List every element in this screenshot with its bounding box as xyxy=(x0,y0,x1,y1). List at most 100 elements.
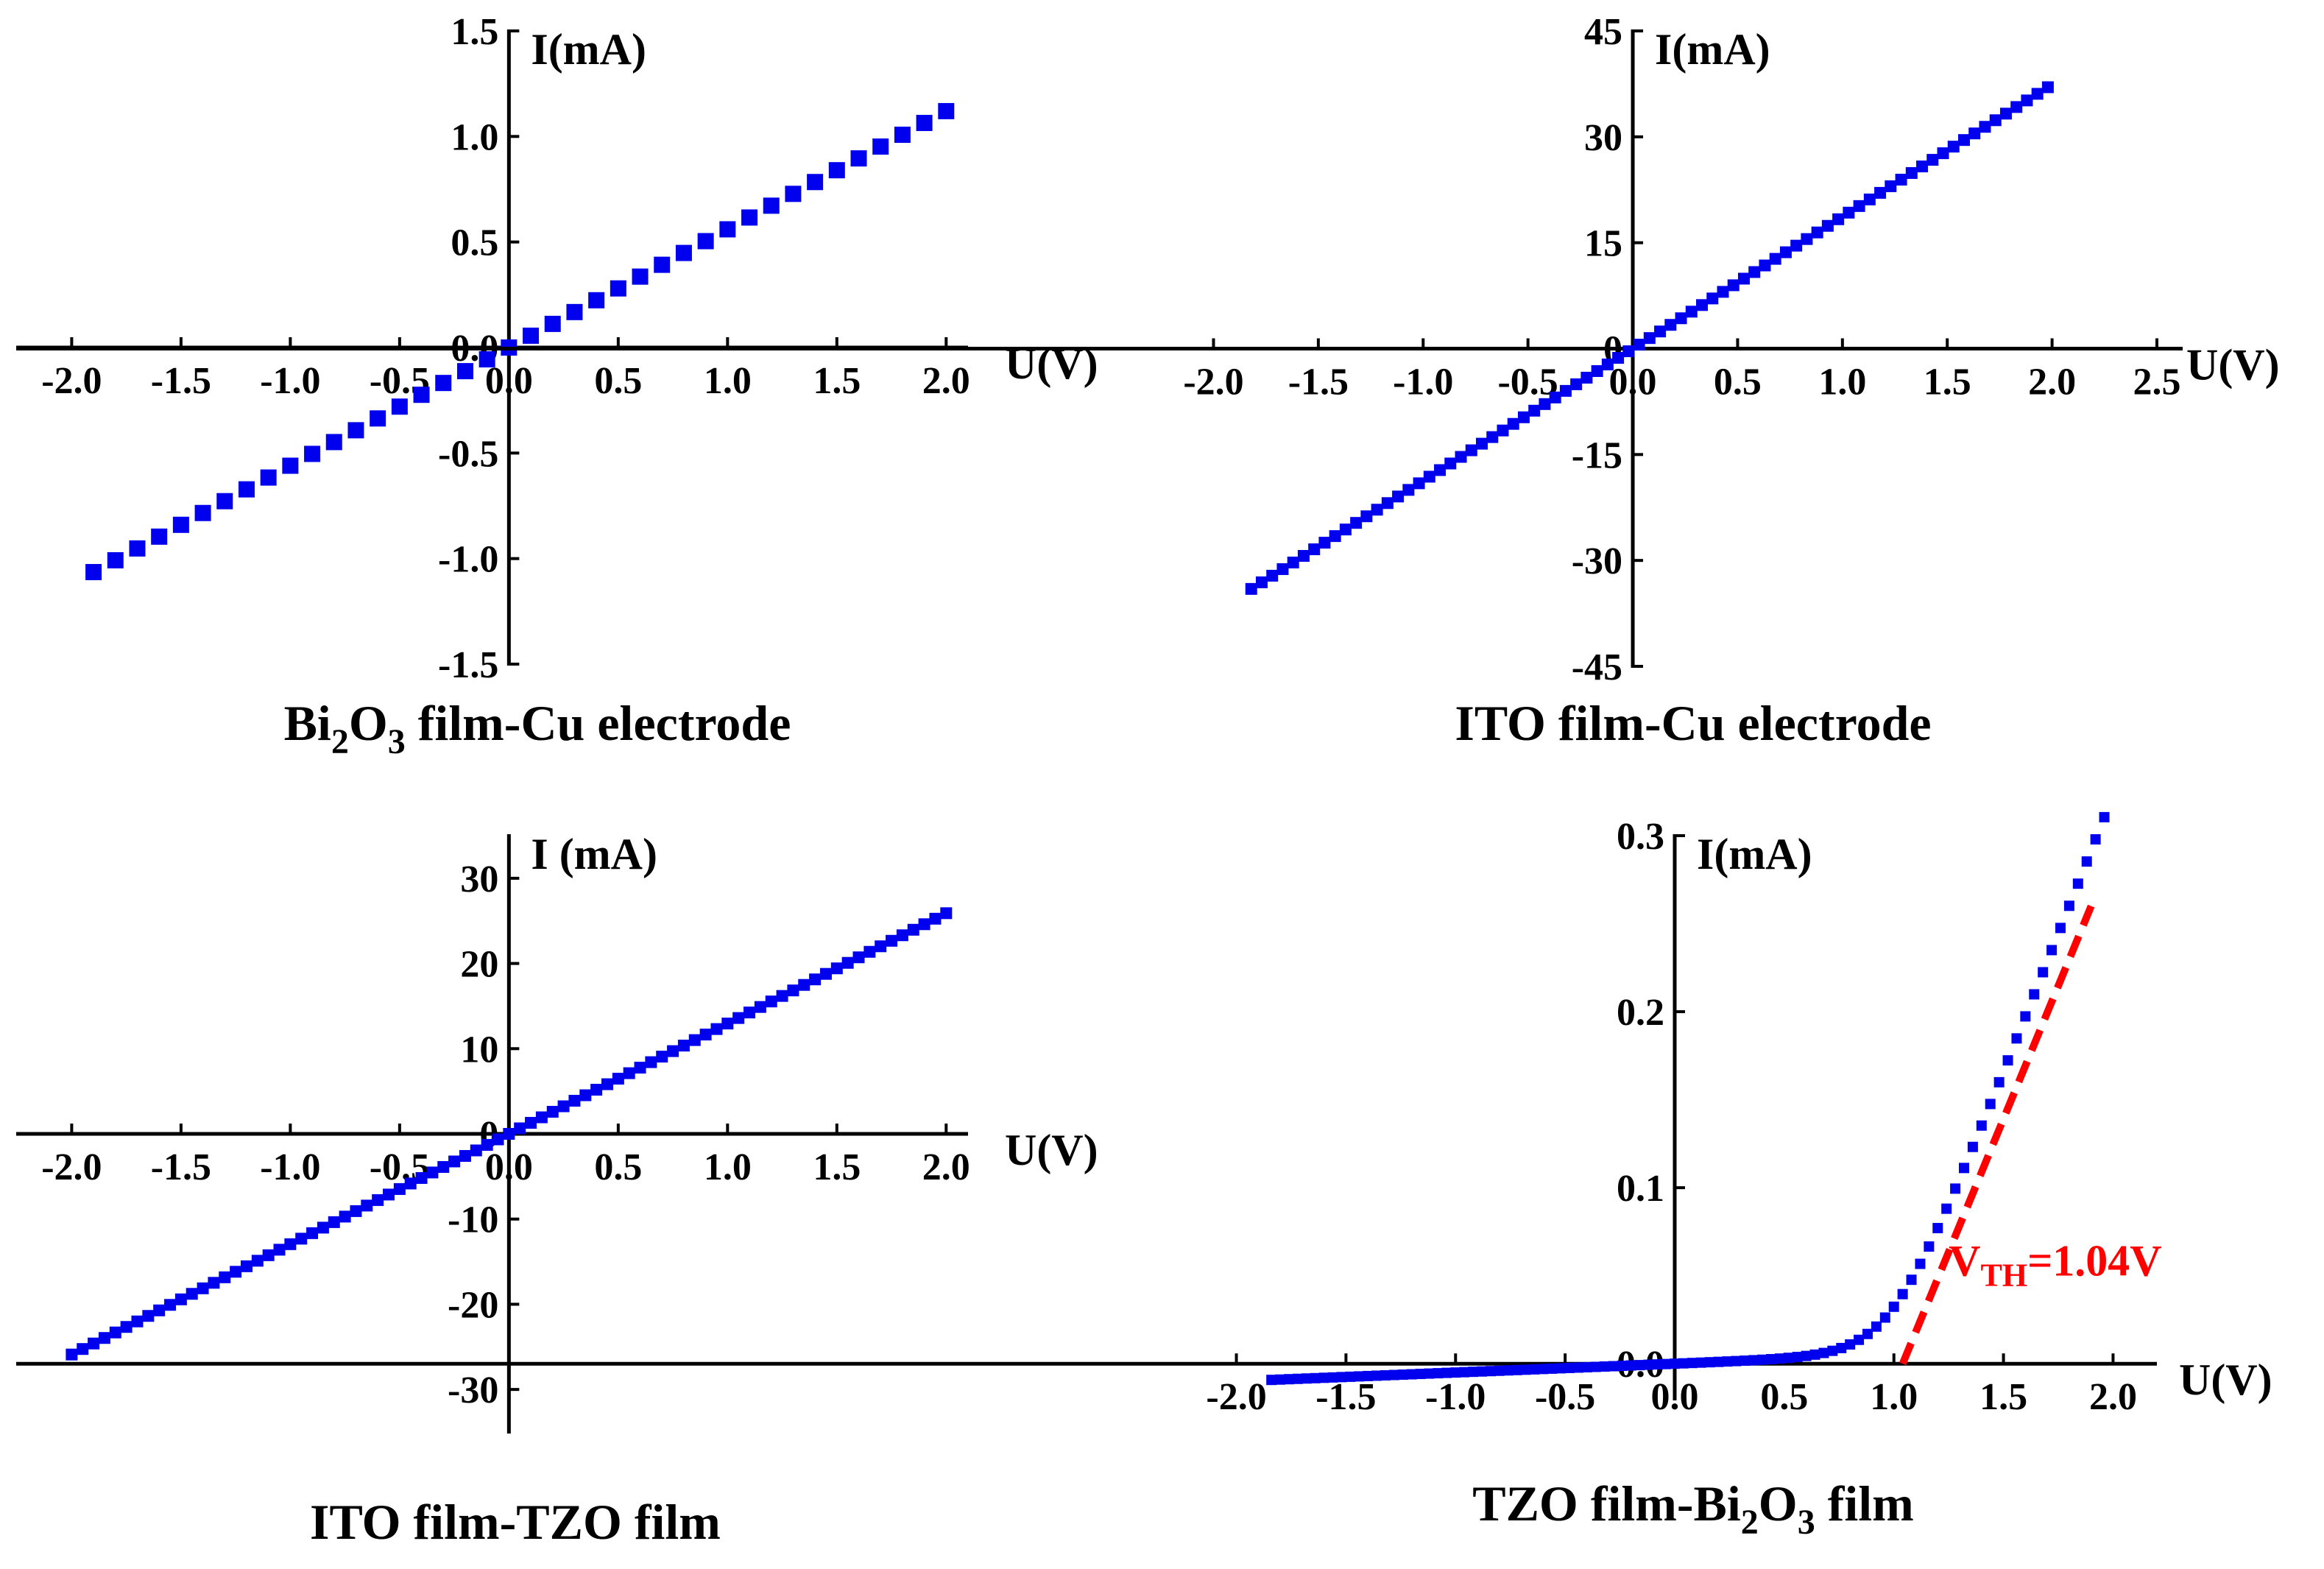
data-point xyxy=(164,1299,177,1311)
data-point xyxy=(1423,470,1435,483)
data-point xyxy=(413,387,430,403)
data-point xyxy=(1580,371,1593,384)
data-point xyxy=(1801,233,1813,245)
data-point xyxy=(1494,1365,1505,1376)
data-point xyxy=(2021,94,2033,107)
data-point xyxy=(732,1012,745,1024)
data-point xyxy=(219,1271,231,1283)
data-point xyxy=(1779,246,1792,258)
data-point xyxy=(1862,1328,1873,1339)
y-tick-label: 1.5 xyxy=(451,11,498,53)
data-point xyxy=(1759,259,1771,272)
data-point xyxy=(1947,141,1960,153)
data-point xyxy=(2038,967,2049,978)
data-point xyxy=(284,1238,297,1250)
data-point xyxy=(2072,878,2083,889)
panel-caption: ITO film-Cu electrode xyxy=(1455,695,1931,751)
data-point xyxy=(1549,391,1561,403)
data-point xyxy=(1539,398,1551,410)
data-point xyxy=(1486,431,1499,443)
data-point xyxy=(590,1084,603,1096)
data-point xyxy=(886,934,898,947)
data-point xyxy=(721,1018,734,1030)
y-axis-label: I(mA) xyxy=(1697,830,1812,878)
data-point xyxy=(415,1171,428,1184)
y-tick-label: 30 xyxy=(460,858,498,900)
threshold-annotation: VTH=1.04V xyxy=(1949,1237,2161,1294)
data-point xyxy=(1783,1353,1794,1364)
data-point xyxy=(1633,339,1645,351)
data-point xyxy=(1670,1358,1680,1369)
data-point xyxy=(896,929,908,942)
x-tick-label: -1.0 xyxy=(260,1146,320,1188)
data-point xyxy=(1354,1371,1365,1382)
data-point xyxy=(1704,1357,1715,1368)
data-point xyxy=(830,962,843,975)
chart-panel-ito-tzo: -2.0 -1.5 -1.0 -0.5 0.0 0.5 1.0 1.5 2.0-30-20-10… xyxy=(16,830,1098,1550)
data-point xyxy=(807,174,824,191)
data-point xyxy=(1406,1369,1417,1380)
data-point xyxy=(186,1288,198,1300)
data-point xyxy=(1310,1372,1321,1383)
data-point xyxy=(1441,1367,1452,1378)
data-point xyxy=(744,1006,756,1019)
data-point xyxy=(1622,345,1635,358)
data-point xyxy=(787,984,799,997)
data-point xyxy=(1381,497,1394,510)
data-point xyxy=(435,375,452,392)
data-point xyxy=(142,1310,155,1322)
data-point xyxy=(1993,1076,2005,1087)
x-tick-label: -1.5 xyxy=(1288,362,1349,403)
data-point xyxy=(2031,88,2044,100)
data-point xyxy=(1863,193,1876,205)
data-point xyxy=(208,1277,220,1289)
data-point xyxy=(1455,451,1467,463)
data-point xyxy=(875,940,887,953)
data-point xyxy=(317,1221,329,1234)
data-point xyxy=(1444,457,1457,470)
data-point xyxy=(1424,1368,1435,1379)
data-point xyxy=(610,280,626,297)
data-point xyxy=(1301,1373,1312,1384)
data-point xyxy=(557,1100,570,1113)
data-point xyxy=(1654,325,1667,338)
data-point xyxy=(1371,504,1383,516)
data-point xyxy=(1843,206,1855,219)
data-point xyxy=(1937,147,1949,160)
data-point xyxy=(1434,464,1447,476)
y-axis-label: I(mA) xyxy=(1655,25,1770,74)
data-point xyxy=(1916,161,1929,173)
data-point xyxy=(710,1023,723,1035)
data-point xyxy=(1388,1369,1399,1381)
data-point xyxy=(1497,424,1509,437)
data-point xyxy=(1308,543,1321,556)
data-point xyxy=(719,221,736,238)
data-point xyxy=(1392,490,1405,503)
data-point xyxy=(347,422,364,439)
data-point xyxy=(1336,1372,1347,1383)
data-point xyxy=(459,1149,471,1162)
data-point xyxy=(1555,1363,1567,1374)
data-point xyxy=(1485,1366,1496,1377)
data-point xyxy=(372,1194,384,1206)
chart-panel-tzo-bi2o3: -2.0 -1.5 -1.0 -0.5 0.0 0.5 1.0 1.5 2.0 0.0 0.1 0.2… xyxy=(16,811,2272,1542)
x-tick-label: -1.0 xyxy=(260,360,320,402)
x-tick-label: -1.5 xyxy=(151,360,211,402)
data-point xyxy=(1713,1356,1724,1367)
y-tick-label: -1.5 xyxy=(438,644,498,686)
x-tick-label: -1.5 xyxy=(1315,1376,1376,1418)
data-point xyxy=(675,244,692,261)
data-point xyxy=(1766,1354,1776,1365)
data-point xyxy=(2081,856,2092,867)
chart-panel-ito-cu: -2.0 -1.5 -1.0 -0.5 0.0 0.5 1.0 1.5 2.0 2.5 -45 -30… xyxy=(16,11,2280,751)
data-point xyxy=(1932,1222,1943,1233)
data-point xyxy=(1915,1258,1926,1269)
data-point xyxy=(98,1332,110,1344)
data-point xyxy=(1507,417,1519,430)
data-point xyxy=(1397,1369,1408,1381)
data-point xyxy=(1879,1312,1890,1323)
x-axis-label: U(V) xyxy=(2186,341,2280,389)
data-point xyxy=(763,197,780,214)
x-tick-label: 2.5 xyxy=(2133,362,2181,403)
y-tick-label: 45 xyxy=(1584,11,1622,53)
